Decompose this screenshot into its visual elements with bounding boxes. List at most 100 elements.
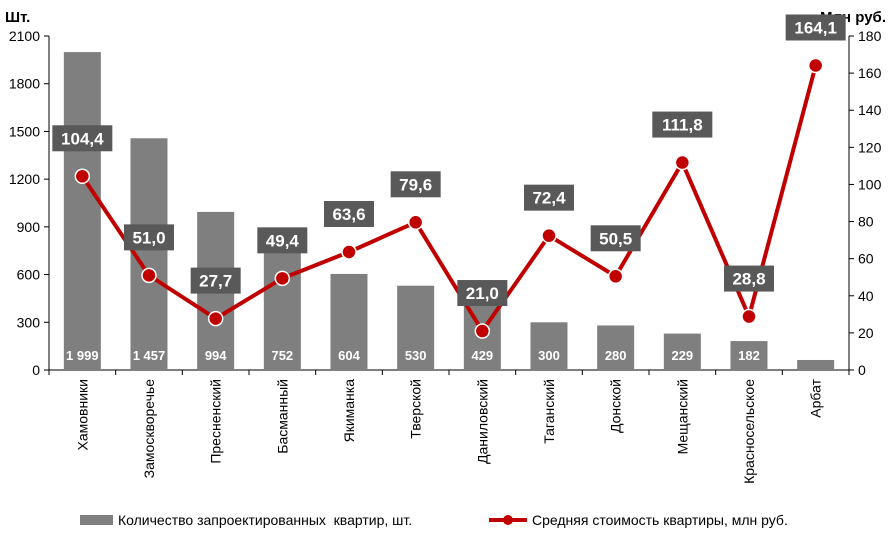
bar-data-label: 300 [538, 348, 560, 363]
line-data-label-box [124, 224, 174, 251]
line-point [341, 244, 357, 260]
y-left-tick-label: 300 [17, 314, 41, 330]
y-right-tick-label: 60 [858, 251, 874, 267]
y-right-tick-label: 100 [858, 176, 882, 192]
bar-data-label: 994 [205, 348, 227, 363]
y-right-tick-label: 140 [858, 102, 882, 118]
category-label: Таганский [541, 379, 557, 444]
line-data-label: 79,6 [399, 175, 432, 194]
legend-line-marker [503, 515, 513, 525]
category-label: Тверской [408, 379, 424, 439]
bar-data-label: 1 457 [133, 348, 166, 363]
category-label: Даниловский [474, 379, 490, 464]
y-left-tick-label: 900 [17, 219, 41, 235]
category-label: Арбат [808, 378, 824, 417]
bar [263, 250, 301, 370]
y-left-tick-label: 0 [32, 362, 40, 378]
series-line [80, 64, 818, 334]
y-right-tick-label: 0 [858, 362, 866, 378]
y-right-tick-label: 80 [858, 214, 874, 230]
line-point [807, 57, 824, 74]
category-label: Замоскворечье [141, 379, 157, 479]
bar-data-label: 63 [808, 342, 822, 357]
line-data-label-box [652, 111, 713, 138]
line-data-label-box [785, 14, 846, 41]
legend-bar-swatch [80, 515, 113, 525]
bar [397, 285, 435, 370]
bar [730, 341, 768, 370]
y-left-tick-label: 1500 [9, 123, 40, 139]
y-right-tick-label: 20 [858, 325, 874, 341]
y-right-tick-label: 40 [858, 288, 874, 304]
line-point [541, 227, 557, 244]
line-series [74, 57, 824, 339]
y-left-axis-title: Шт. [5, 9, 30, 26]
line-point [74, 168, 91, 185]
line-data-label: 104,4 [61, 129, 104, 148]
y-left-tick-label: 600 [17, 267, 41, 283]
bar-data-label: 1 999 [66, 348, 99, 363]
axes: 0 300 600 900 1200 1500 1800 2100 0 20 40 60 80 100 12… [9, 28, 882, 378]
bar [330, 273, 368, 370]
line-data-label-box [190, 267, 241, 294]
bar-data-label: 604 [338, 348, 360, 363]
bar-data-label: 182 [738, 348, 760, 363]
line-data-label-box [257, 227, 308, 254]
legend-bar-label: Количество запроектированных квартир, шт… [118, 512, 412, 528]
line-point [207, 310, 224, 327]
bar-data-label: 530 [405, 348, 427, 363]
category-label: Пресненский [208, 379, 224, 464]
line-data-label: 49,4 [266, 231, 300, 250]
data-labels: 1 999 1 457 994 752 604 530 429 300 280 229 182 63 1… [52, 14, 846, 363]
line-point [674, 154, 691, 171]
y-right-tick-label: 120 [858, 139, 882, 155]
y-right-tick-label: 160 [858, 65, 882, 81]
legend-line-label: Средняя стоимость квартиры, млн руб. [532, 512, 788, 528]
line-data-label: 111,8 [662, 116, 703, 135]
line-data-label: 27,7 [199, 272, 232, 291]
y-right-tick-label: 180 [858, 28, 882, 44]
line-data-label: 164,1 [794, 19, 837, 38]
line-data-label-box [324, 200, 374, 227]
line-point [274, 270, 291, 287]
bar-data-label: 752 [271, 348, 293, 363]
line-data-label-box [390, 171, 441, 198]
y-left-tick-label: 1200 [9, 171, 40, 187]
category-label: Донской [608, 379, 624, 433]
line-point [407, 214, 424, 231]
category-label: Хамовники [74, 379, 90, 450]
line-point [141, 267, 157, 284]
bar [63, 52, 101, 370]
line-point [741, 308, 757, 325]
line-data-label-box [724, 265, 774, 292]
line-data-label: 21,0 [466, 284, 499, 303]
bar-data-label: 280 [605, 348, 627, 363]
y-left-tick-label: 1800 [9, 76, 40, 92]
line-data-label: 28,8 [732, 270, 765, 289]
line-point [474, 323, 491, 339]
bar-data-label: 429 [471, 348, 493, 363]
category-label: Красносельское [741, 379, 757, 484]
line-data-label: 63,6 [332, 205, 365, 224]
y-left-tick-label: 2100 [9, 28, 40, 44]
line-point [607, 268, 624, 285]
category-label: Якиманка [341, 379, 357, 443]
bar [597, 325, 635, 370]
bar-data-label: 229 [671, 348, 693, 363]
bar [663, 333, 701, 370]
line-data-label-box [457, 280, 508, 307]
category-label: Мещанский [674, 379, 690, 454]
bar-series [63, 52, 835, 370]
line-data-label-box [52, 125, 113, 152]
line-data-label-box [590, 225, 641, 252]
legend: Количество запроектированных квартир, шт… [80, 512, 788, 528]
line-data-label: 50,5 [599, 229, 632, 248]
category-labels: Хамовники Замоскворечье Пресненский Басманн… [74, 378, 823, 483]
category-label: Басманный [274, 379, 290, 454]
line-data-label: 72,4 [532, 189, 566, 208]
bar [797, 359, 835, 370]
line-data-label: 51,0 [132, 228, 165, 247]
line-data-label-box [524, 184, 574, 211]
bar [530, 322, 568, 370]
